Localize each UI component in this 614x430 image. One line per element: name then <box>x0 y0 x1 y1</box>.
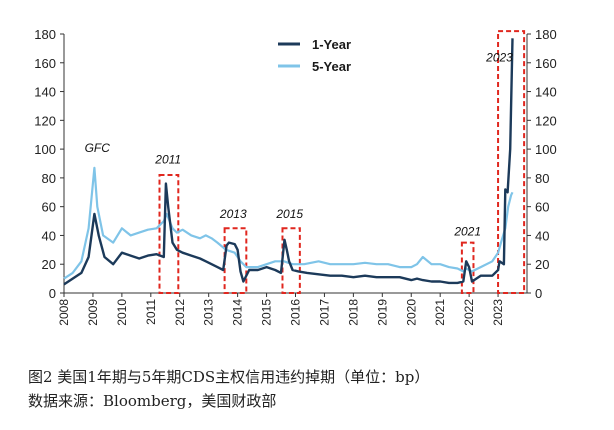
left-tick-label: 160 <box>34 56 56 71</box>
x-tick-label: 2009 <box>86 299 100 326</box>
right-tick-label: 140 <box>535 85 557 100</box>
source-caption: 数据来源：Bloomberg，美国财政部 <box>28 392 277 410</box>
annotation-label: 2013 <box>219 207 247 221</box>
left-tick-label: 60 <box>42 200 56 215</box>
left-tick-label: 0 <box>49 286 56 301</box>
x-tick-label: 2019 <box>375 299 389 326</box>
x-tick-label: 2011 <box>144 299 158 325</box>
right-tick-label: 100 <box>535 142 557 157</box>
cds-line-chart: 0 20 40 60 80 100 120 140 160 180 0 20 40 60 80 100 120… <box>34 27 557 326</box>
series-line-1yr <box>63 38 514 286</box>
x-tick-label: 2022 <box>462 299 476 326</box>
x-tick-label: 2020 <box>404 299 418 326</box>
legend-label-5yr: 5-Year <box>312 59 351 74</box>
annotation-label: 2023 <box>485 50 513 64</box>
right-tick-label: 160 <box>535 56 557 71</box>
annotation-label: GFC <box>85 141 111 155</box>
legend: 1-Year 5-Year <box>278 37 351 74</box>
x-tick-label: 2023 <box>491 299 505 326</box>
x-tick-label: 2021 <box>433 299 447 326</box>
left-y-axis: 0 20 40 60 80 100 120 140 160 180 <box>34 27 65 301</box>
x-tick-label: 2010 <box>115 299 129 326</box>
annotation-box <box>223 227 248 294</box>
x-tick-label: 2013 <box>202 299 216 326</box>
right-tick-label: 0 <box>535 286 542 301</box>
annotation-label: 2015 <box>275 207 303 221</box>
right-tick-label: 60 <box>535 200 549 215</box>
x-tick-label: 2015 <box>260 299 274 326</box>
annotation-box <box>158 174 180 294</box>
x-tick-label: 2014 <box>231 299 245 326</box>
annotation-box <box>460 241 475 294</box>
right-tick-label: 80 <box>535 171 549 186</box>
x-tick-label: 2017 <box>317 299 331 326</box>
left-tick-label: 180 <box>34 27 56 42</box>
left-tick-label: 40 <box>42 228 56 243</box>
x-tick-label: 2016 <box>289 299 303 326</box>
x-tick-label: 2012 <box>173 299 187 326</box>
annotation-label: 2011 <box>154 153 181 167</box>
right-tick-label: 120 <box>535 113 557 128</box>
right-tick-label: 180 <box>535 27 557 42</box>
right-tick-label: 20 <box>535 257 549 272</box>
series-line-5yr <box>63 166 514 280</box>
annotation-label: 2021 <box>453 224 481 238</box>
left-tick-label: 80 <box>42 171 56 186</box>
series-lines <box>63 38 514 286</box>
x-tick-label: 2008 <box>57 299 71 326</box>
right-y-axis: 0 20 40 60 80 100 120 140 160 180 <box>526 27 557 301</box>
annotation-labels: GFC 2011 2013 2015 2021 2023 <box>85 50 514 238</box>
left-tick-label: 20 <box>42 257 56 272</box>
left-tick-label: 140 <box>34 85 56 100</box>
x-axis: 2008 2009 2010 2011 2012 2013 2014 2015 2016 2017… <box>57 292 527 326</box>
right-tick-label: 40 <box>535 228 549 243</box>
left-tick-label: 100 <box>34 142 56 157</box>
figure-caption: 图2 美国1年期与5年期CDS主权信用违约掉期（单位：bp） <box>28 368 430 386</box>
x-tick-label: 2018 <box>346 299 360 326</box>
annotation-box <box>497 30 526 294</box>
legend-label-1yr: 1-Year <box>312 37 351 52</box>
left-tick-label: 120 <box>34 113 56 128</box>
